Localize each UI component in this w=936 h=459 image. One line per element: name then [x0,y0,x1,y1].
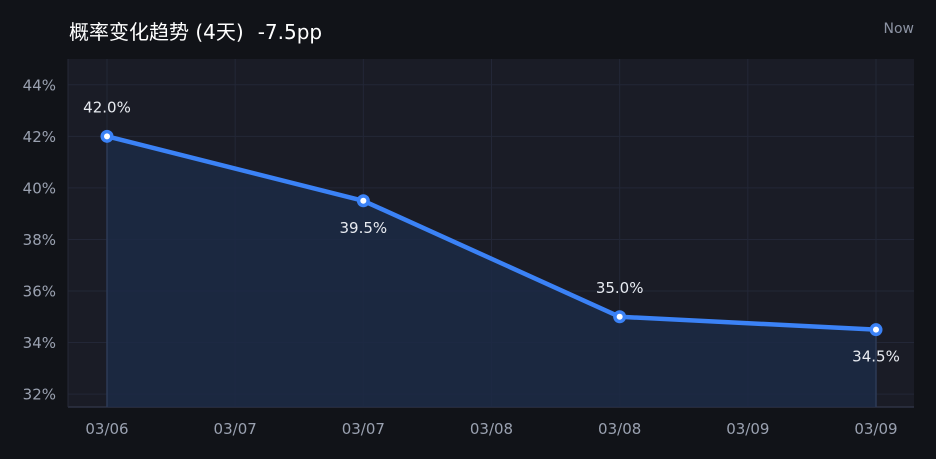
data-label: 35.0% [596,279,644,297]
x-tick-label: 03/08 [470,420,513,438]
x-axis: 03/06 03/07 03/07 03/08 03/08 03/09 03/09 [85,420,897,438]
x-tick-label: 03/07 [342,420,385,438]
data-point-center [360,197,367,204]
y-tick-label: 44% [23,76,56,94]
x-tick-label: 03/08 [598,420,641,438]
y-tick-label: 38% [23,231,56,249]
data-label: 39.5% [340,219,388,237]
data-point-center [616,313,623,320]
x-tick-label: 03/09 [854,420,897,438]
data-point-center [104,133,110,140]
change-value: -7.5pp [257,20,323,44]
y-axis: 32% 34% 36% 38% 40% 42% 44% [23,76,56,403]
chart-header: 概率变化趋势 (4天) -7.5pp Now [0,0,936,58]
title-text: 概率变化趋势 (4天) [69,20,244,44]
y-tick-label: 40% [23,179,56,197]
x-tick-label: 03/07 [214,420,257,438]
x-tick-label: 03/06 [85,420,128,438]
data-labels: 42.0% 39.5% 35.0% 34.5% [83,98,900,365]
series-area [107,136,876,408]
y-tick-label: 42% [23,128,56,146]
drop-lines [106,136,877,407]
chart-title: 概率变化趋势 (4天) -7.5pp [69,18,322,46]
data-label: 42.0% [83,98,131,116]
y-tick-label: 34% [23,334,56,352]
y-tick-label: 32% [23,386,56,404]
data-label: 34.5% [852,348,900,366]
series-line [104,134,879,332]
data-points [100,129,883,337]
x-tick-label: 03/09 [726,420,769,438]
y-tick-label: 36% [23,283,56,301]
time-label: Now [883,21,915,37]
data-point-center [873,326,879,333]
